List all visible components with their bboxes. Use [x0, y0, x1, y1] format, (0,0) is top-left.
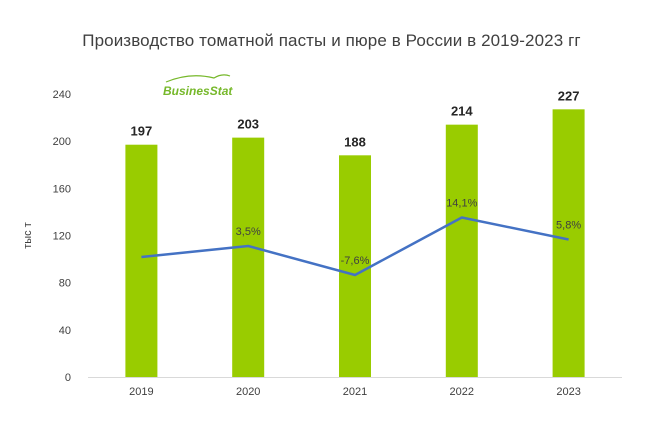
growth-label: 5,8% [556, 220, 581, 232]
x-tick-label: 2020 [236, 386, 260, 398]
x-tick-label: 2022 [450, 386, 474, 398]
bar [445, 124, 478, 378]
bar-value-label: 227 [558, 88, 580, 103]
y-tick-label: 160 [53, 183, 71, 195]
y-axis-label: тыс т [22, 222, 34, 249]
x-tick-label: 2021 [343, 386, 367, 398]
logo-text-stat: Stat [210, 84, 234, 98]
bar-value-label: 188 [344, 134, 366, 149]
x-tick-label: 2023 [556, 386, 580, 398]
bar-value-label: 214 [451, 104, 473, 119]
bar [552, 109, 585, 378]
y-tick-label: 40 [59, 325, 71, 337]
bar-value-label: 203 [237, 117, 259, 132]
growth-line [141, 216, 569, 277]
growth-label: -7,6% [341, 255, 370, 267]
logo-swoosh [165, 74, 231, 83]
bar [232, 137, 265, 377]
logo-text-main: Busines [163, 84, 210, 98]
y-tick-label: 80 [59, 278, 71, 290]
bar-value-label: 197 [131, 124, 153, 139]
y-tick-label: 200 [53, 136, 71, 148]
growth-label: 14,1% [446, 198, 477, 210]
chart-title: Производство томатной пасты и пюре в Рос… [82, 31, 581, 50]
businesstat-logo: BusinesStat [163, 84, 233, 98]
bar [125, 144, 158, 377]
y-tick-label: 240 [53, 89, 71, 101]
y-tick-label: 120 [53, 231, 71, 243]
growth-label: 3,5% [236, 226, 261, 238]
y-tick-label: 0 [65, 372, 71, 384]
bar [339, 155, 371, 377]
x-tick-label: 2019 [129, 386, 153, 398]
